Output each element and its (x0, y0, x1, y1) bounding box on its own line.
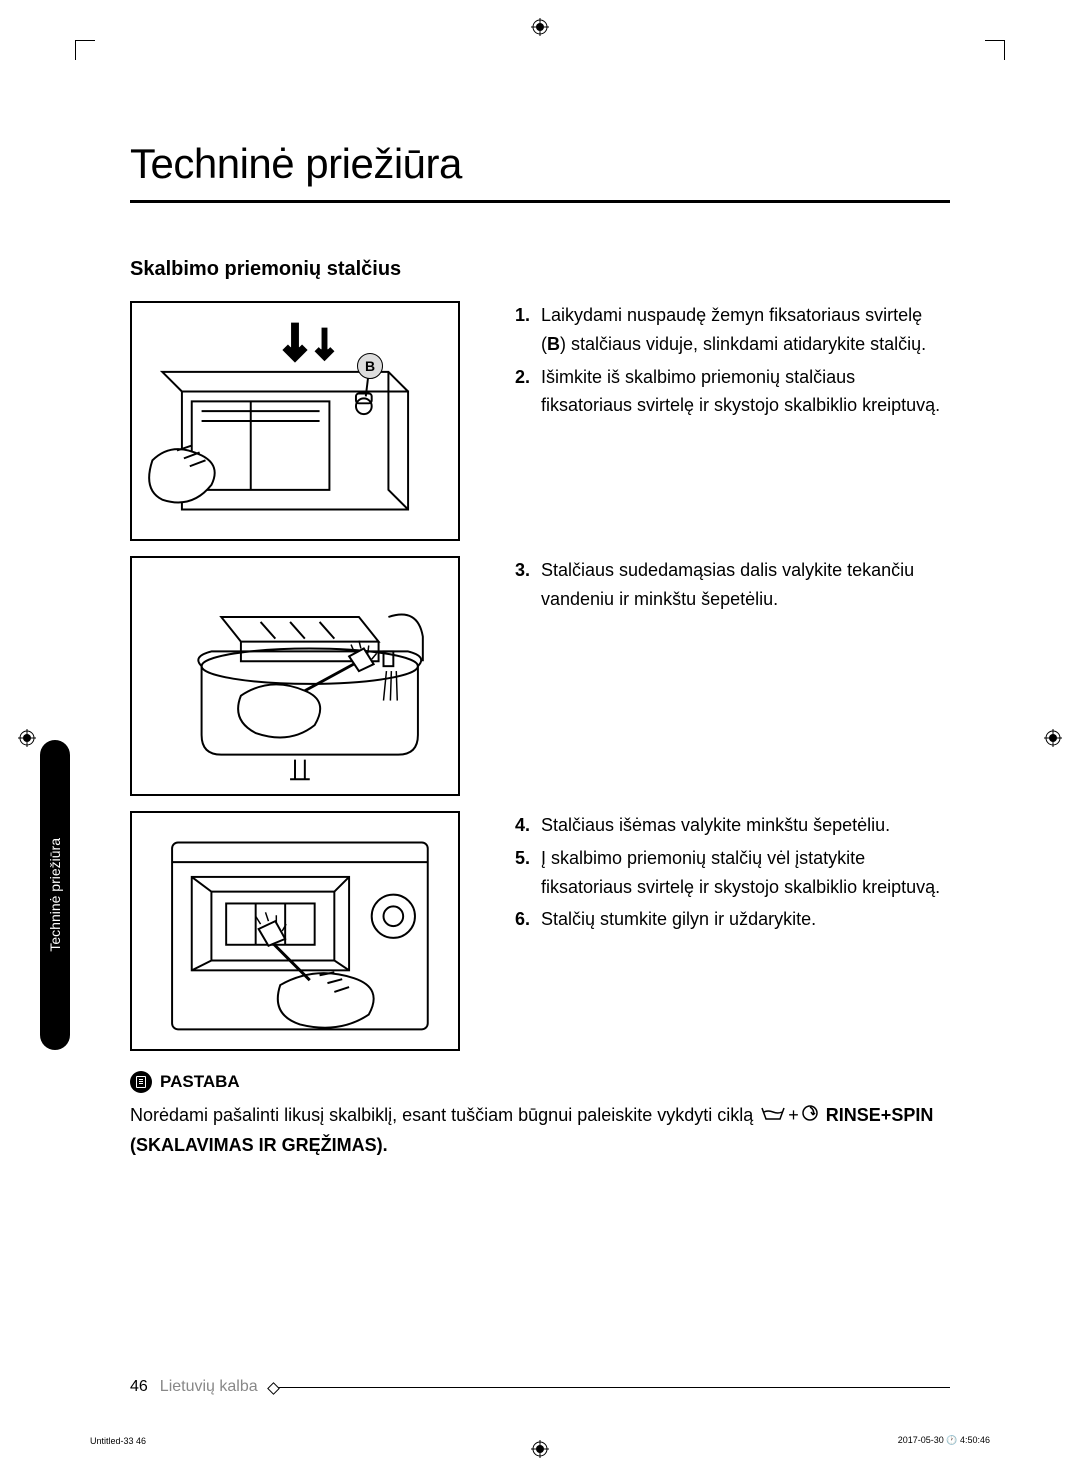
step-number: 3. (515, 556, 541, 614)
step-number: 4. (515, 811, 541, 840)
step-text: Laikydami nuspaudę žemyn fiksatoriaus sv… (541, 301, 950, 359)
step-text: Stalčiaus sudedamąsias dalis valykite te… (541, 556, 950, 614)
footer-meta-timestamp: 2017-05-30 🕐 4:50:46 (898, 1435, 990, 1446)
step-number: 1. (515, 301, 541, 359)
rinse-icon (760, 1102, 786, 1131)
step-text: Į skalbimo priemonių stalčių vėl įstatyk… (541, 844, 950, 902)
registration-mark-icon (1044, 729, 1062, 747)
page-number: 46 (130, 1378, 148, 1396)
step-number: 2. (515, 363, 541, 421)
note-section: PASTABA Norėdami pašalinti likusį skalbi… (130, 1071, 950, 1159)
spin-icon (801, 1102, 819, 1131)
note-label: PASTABA (160, 1072, 240, 1092)
sidebar-label: Techninė priežiūra (47, 838, 63, 952)
page-content: Techninė priežiūra Skalbimo priemonių st… (130, 140, 950, 1396)
step-item: 5. Į skalbimo priemonių stalčių vėl įsta… (515, 844, 950, 902)
instruction-row: B 1. Laikydami nuspaudę žemyn fiksatoria… (130, 301, 950, 541)
instruction-row: 4. Stalčiaus išėmas valykite minkštu šep… (130, 811, 950, 1051)
registration-mark-icon (531, 18, 549, 36)
registration-mark-icon (18, 729, 36, 747)
diagram-drawer-remove: B (130, 301, 460, 541)
step-text: Išimkite iš skalbimo priemonių stalčiaus… (541, 363, 950, 421)
registration-mark-icon (531, 1440, 549, 1458)
note-icon (130, 1071, 152, 1093)
step-text: Stalčiaus išėmas valykite minkštu šepetė… (541, 811, 950, 840)
footer-rule (276, 1387, 950, 1388)
sidebar-tab: Techninė priežiūra (40, 740, 70, 1050)
step-text: Stalčių stumkite gilyn ir uždarykite. (541, 905, 950, 934)
step-list: 4. Stalčiaus išėmas valykite minkštu šep… (515, 811, 950, 934)
step-item: 2. Išimkite iš skalbimo priemonių stalči… (515, 363, 950, 421)
diagram-wash-parts (130, 556, 460, 796)
step-item: 1. Laikydami nuspaudę žemyn fiksatoriaus… (515, 301, 950, 359)
step-item: 6. Stalčių stumkite gilyn ir uždarykite. (515, 905, 950, 934)
step-item: 3. Stalčiaus sudedamąsias dalis valykite… (515, 556, 950, 614)
step-list: 1. Laikydami nuspaudę žemyn fiksatoriaus… (515, 301, 950, 420)
note-header: PASTABA (130, 1071, 950, 1093)
crop-corner-icon (985, 40, 1005, 60)
step-number: 5. (515, 844, 541, 902)
diagram-clean-recess (130, 811, 460, 1051)
note-text: Norėdami pašalinti likusį skalbiklį, esa… (130, 1101, 950, 1159)
footer-meta-filename: Untitled-33 46 (90, 1436, 146, 1446)
callout-label-b: B (357, 353, 383, 379)
footer-language: Lietuvių kalba (160, 1378, 258, 1396)
instruction-row: 3. Stalčiaus sudedamąsias dalis valykite… (130, 556, 950, 796)
crop-corner-icon (75, 40, 95, 60)
section-title: Skalbimo priemonių stalčius (130, 258, 950, 281)
page-title: Techninė priežiūra (130, 140, 950, 203)
step-list: 3. Stalčiaus sudedamąsias dalis valykite… (515, 556, 950, 614)
step-item: 4. Stalčiaus išėmas valykite minkštu šep… (515, 811, 950, 840)
page-footer: 46 Lietuvių kalba (130, 1378, 950, 1396)
step-number: 6. (515, 905, 541, 934)
